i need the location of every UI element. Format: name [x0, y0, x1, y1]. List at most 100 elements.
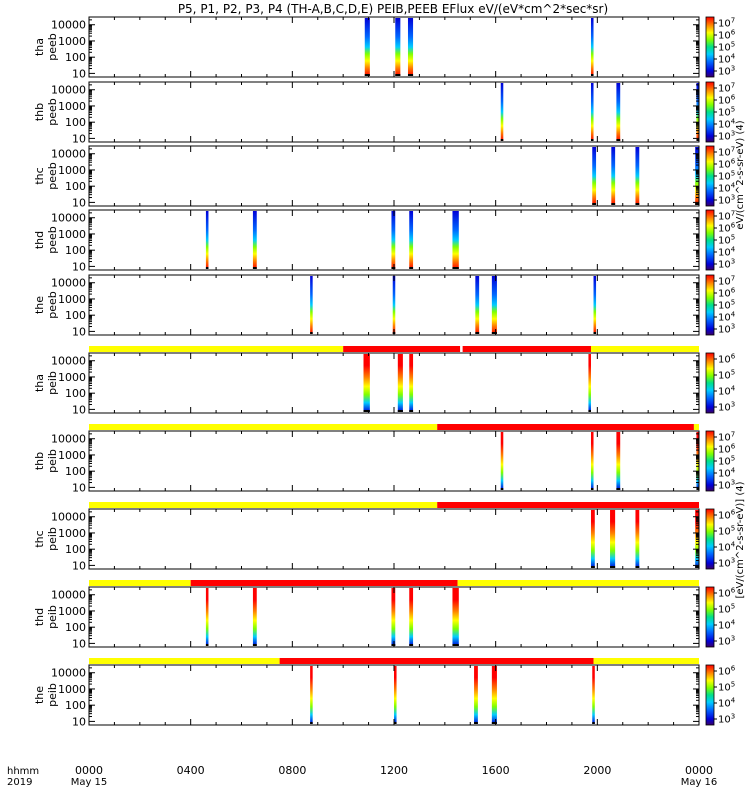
- y-tick-label: 100: [65, 51, 86, 64]
- colorbar-tick-label: 103: [718, 635, 735, 648]
- y-tick-label: 10: [72, 715, 86, 728]
- panel-instrument-label: peib: [46, 371, 59, 395]
- colorbar-gradient: [705, 81, 715, 143]
- y-tick-label: 1000: [58, 293, 86, 306]
- colorbar: 106 105 104 103: [705, 353, 736, 414]
- burst-base: [590, 74, 594, 76]
- burst-base: [452, 267, 459, 269]
- mode-bar-segment: [343, 346, 461, 352]
- colorbar-tick-label: 106: [718, 665, 736, 678]
- burst-column: [409, 211, 414, 269]
- colorbar-tick-label: 105: [718, 525, 735, 538]
- burst-base: [500, 488, 504, 490]
- y-tick-label: 10: [72, 481, 86, 494]
- y-tick-label: 1000: [58, 371, 86, 384]
- burst-column: [452, 588, 459, 646]
- y-tick-label: 100: [65, 309, 86, 322]
- panel-thc-peib: 10000 1000 100 10 thc peib 106 105 104 103: [33, 502, 736, 572]
- burst-column: [616, 83, 621, 141]
- panel-instrument-label: peib: [46, 449, 59, 473]
- colorbar-tick-label: 103: [718, 194, 735, 207]
- burst-base: [500, 139, 504, 141]
- colorbar-gradient: [705, 209, 715, 271]
- burst-base: [616, 139, 621, 141]
- panel-frame: [88, 16, 700, 78]
- burst-column: [310, 666, 313, 724]
- burst-column: [395, 18, 401, 76]
- colorbar-gradient: [705, 586, 715, 648]
- burst-column: [452, 211, 459, 269]
- mode-bar-segment: [693, 424, 699, 430]
- y-tick-label: 10: [72, 325, 86, 338]
- y-tick-label: 100: [65, 116, 86, 129]
- x-tick-label: 0000: [75, 764, 103, 777]
- burst-column: [590, 432, 594, 490]
- x-date-label: May 15: [71, 777, 108, 788]
- colorbar-tick-label: 104: [718, 385, 736, 398]
- burst-column: [592, 147, 597, 205]
- burst-column: [397, 354, 403, 412]
- mode-bar: [89, 502, 699, 508]
- burst-column: [364, 18, 370, 76]
- burst-base: [616, 488, 621, 490]
- colorbar-tick-label: 103: [718, 557, 735, 570]
- colorbar-tick-label: 104: [718, 619, 736, 632]
- y-tick-label: 1000: [58, 527, 86, 540]
- mode-bar-segment: [457, 580, 699, 586]
- x-tick-label: 1600: [482, 764, 510, 777]
- y-tick-label: 100: [65, 244, 86, 257]
- panel-probe-label: thc: [33, 530, 46, 547]
- y-tick-label: 1000: [58, 164, 86, 177]
- burst-base: [635, 566, 640, 568]
- burst-column: [475, 276, 480, 334]
- mode-bar-segment: [89, 658, 280, 664]
- panel-instrument-label: peeb: [46, 226, 59, 254]
- burst-column: [310, 276, 313, 334]
- colorbar-tick-label: 103: [718, 479, 735, 492]
- colorbar-tick-label: 104: [718, 541, 736, 554]
- y-tick-label: 100: [65, 543, 86, 556]
- colorbar-tick-label: 103: [718, 258, 735, 271]
- burst-base: [635, 203, 640, 205]
- y-tick-label: 10: [72, 637, 86, 650]
- burst-base: [610, 566, 616, 568]
- y-tick-label: 1000: [58, 683, 86, 696]
- burst-base: [696, 488, 699, 490]
- burst-column: [590, 510, 595, 568]
- colorbar-tick-label: 105: [718, 681, 735, 694]
- burst-base: [475, 332, 480, 334]
- burst-base: [310, 332, 313, 334]
- y-tick-label: 10000: [51, 667, 86, 680]
- burst-column: [252, 588, 257, 646]
- panel-frame: [88, 508, 700, 570]
- burst-column: [391, 211, 396, 269]
- y-tick-label: 100: [65, 621, 86, 634]
- y-tick-label: 10000: [51, 212, 86, 225]
- burst-column: [363, 354, 370, 412]
- burst-base: [588, 410, 591, 412]
- colorbar-units-electron: eV/(cm^2-s-sr-eV) (4): [735, 120, 746, 229]
- burst-base: [474, 722, 478, 724]
- mode-bar-segment: [89, 346, 344, 352]
- mode-bar-segment: [590, 346, 699, 352]
- panel-probe-label: thb: [33, 103, 46, 121]
- burst-base: [391, 644, 396, 646]
- colorbar-tick-label: 103: [718, 323, 735, 336]
- burst-base: [395, 74, 401, 76]
- burst-base: [696, 139, 699, 141]
- burst-base: [491, 722, 497, 724]
- burst-column: [474, 666, 478, 724]
- y-tick-label: 10: [72, 403, 86, 416]
- panel-tha-peib: 10000 1000 100 10 tha peib 106 105 104 103: [33, 346, 736, 416]
- panel-instrument-label: peib: [46, 527, 59, 551]
- x-tick-label: 0800: [278, 764, 306, 777]
- burst-column: [407, 18, 414, 76]
- burst-base: [407, 74, 414, 76]
- y-tick-label: 10: [72, 559, 86, 572]
- mode-bar-segment: [437, 502, 699, 508]
